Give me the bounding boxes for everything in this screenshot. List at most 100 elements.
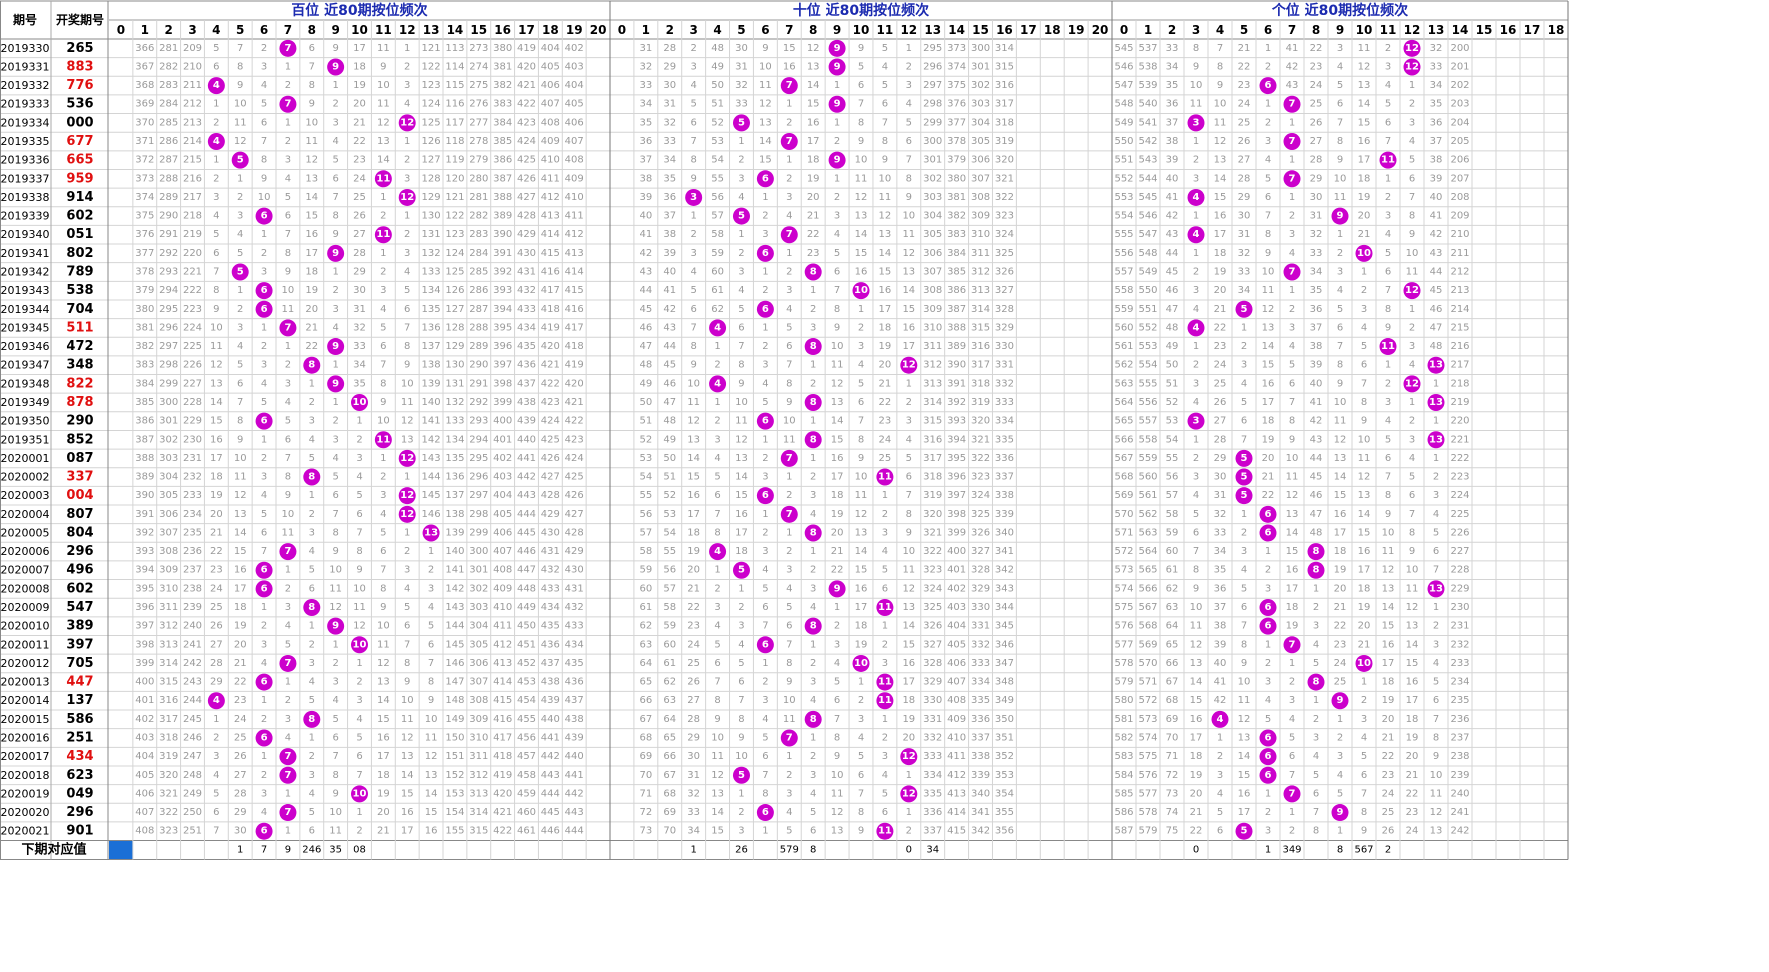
- cell-value: 34: [1214, 546, 1227, 557]
- hit-circle: [351, 393, 368, 411]
- cell-value: 4: [1409, 136, 1415, 147]
- hit-circle: [1235, 449, 1253, 467]
- draw-number: 901: [66, 824, 93, 839]
- cell-value: 409: [565, 173, 584, 184]
- cell-value: 1: [786, 155, 792, 166]
- cell-value: 48: [639, 360, 652, 371]
- cell-value: 33: [1430, 61, 1443, 72]
- cell-value: 431: [565, 583, 584, 594]
- cell-value: 16: [377, 733, 390, 744]
- cell-value: 2: [1385, 378, 1391, 389]
- cell-value: 389: [493, 211, 512, 222]
- cell-value: 2: [404, 229, 410, 240]
- hit-circle: [732, 114, 750, 132]
- cell-value: 453: [517, 677, 536, 688]
- cell-value: 6: [690, 304, 696, 315]
- cell-value: 216: [1450, 341, 1469, 352]
- cell-value: 10: [1190, 602, 1203, 613]
- cell-value: 5: [882, 43, 888, 54]
- cell-value: 10: [687, 378, 700, 389]
- cell-value: 131: [445, 378, 464, 389]
- cell-value: 11: [329, 826, 342, 837]
- cell-value: 429: [541, 509, 560, 520]
- cell-value: 301: [923, 155, 942, 166]
- cell-value: 12: [425, 751, 438, 762]
- cell-value: 427: [565, 509, 584, 520]
- cell-value: 6: [1193, 527, 1199, 538]
- cell-value: 10: [258, 192, 271, 203]
- cell-value: 13: [401, 751, 414, 762]
- hit-circle: [780, 449, 798, 467]
- cell-value: 4: [1217, 788, 1223, 799]
- column-header: 18: [542, 23, 559, 37]
- cell-value: 23: [807, 248, 820, 259]
- cell-value: 447: [517, 565, 536, 576]
- cell-value: 557: [1138, 416, 1157, 427]
- cell-value: 375: [947, 80, 966, 91]
- hit-circle: [1259, 524, 1277, 542]
- cell-value: 17: [1238, 807, 1251, 818]
- cell-value: 8: [213, 285, 219, 296]
- cell-value: 22: [687, 602, 700, 613]
- cell-value: 34: [639, 99, 652, 110]
- cell-value: 138: [445, 509, 464, 520]
- cell-value: 61: [663, 658, 676, 669]
- hit-circle: [1259, 766, 1277, 784]
- cell-value: 408: [947, 695, 966, 706]
- draw-number: 290: [66, 414, 93, 429]
- cell-value: 23: [1310, 61, 1323, 72]
- cell-value: 5: [858, 61, 864, 72]
- cell-value: 230: [1450, 602, 1469, 613]
- cell-value: 333: [923, 751, 942, 762]
- cell-value: 3: [285, 378, 291, 389]
- cell-value: 3: [285, 602, 291, 613]
- cell-value: 28: [1238, 173, 1251, 184]
- cell-value: 4: [309, 546, 315, 557]
- cell-value: 16: [735, 509, 748, 520]
- cell-value: 35: [1430, 99, 1443, 110]
- cell-value: 13: [831, 397, 844, 408]
- cell-value: 9: [261, 173, 267, 184]
- cell-value: 299: [159, 378, 178, 389]
- cell-value: 558: [1114, 285, 1133, 296]
- draw-number: 296: [66, 805, 93, 820]
- cell-value: 4: [1361, 322, 1367, 333]
- cell-value: 8: [380, 583, 386, 594]
- cell-value: 3: [261, 360, 267, 371]
- cell-value: 25: [687, 658, 700, 669]
- cell-value: 17: [377, 751, 390, 762]
- cell-value: 24: [210, 583, 223, 594]
- cell-value: 452: [517, 658, 536, 669]
- cell-value: 3: [285, 155, 291, 166]
- cell-value: 143: [445, 602, 464, 613]
- cell-value: 398: [947, 509, 966, 520]
- hit-value: 6: [261, 211, 268, 222]
- cell-value: 3: [906, 416, 912, 427]
- cell-value: 26: [687, 677, 700, 688]
- cell-value: 9: [786, 677, 792, 688]
- cell-value: 35: [663, 173, 676, 184]
- cell-value: 394: [493, 304, 512, 315]
- cell-value: 394: [135, 565, 154, 576]
- cell-value: 53: [639, 453, 652, 464]
- cell-value: 4: [332, 322, 338, 333]
- column-header: 14: [1452, 23, 1469, 37]
- hit-circle: [1379, 151, 1397, 169]
- cell-value: 454: [517, 695, 536, 706]
- cell-value: 4: [810, 788, 816, 799]
- cell-value: 581: [1114, 714, 1133, 725]
- cell-value: 4: [261, 490, 267, 501]
- cell-value: 9: [309, 99, 315, 110]
- issue: 2020004: [1, 508, 50, 521]
- cell-value: 5: [906, 453, 912, 464]
- cell-value: 319: [971, 397, 990, 408]
- cell-value: 13: [401, 434, 414, 445]
- cell-value: 3: [882, 527, 888, 538]
- cell-value: 329: [995, 322, 1014, 333]
- cell-value: 3: [404, 173, 410, 184]
- hit-value: 9: [332, 61, 339, 72]
- cell-value: 552: [1138, 322, 1157, 333]
- cell-value: 148: [445, 695, 464, 706]
- cell-value: 7: [1241, 621, 1247, 632]
- cell-value: 430: [565, 565, 584, 576]
